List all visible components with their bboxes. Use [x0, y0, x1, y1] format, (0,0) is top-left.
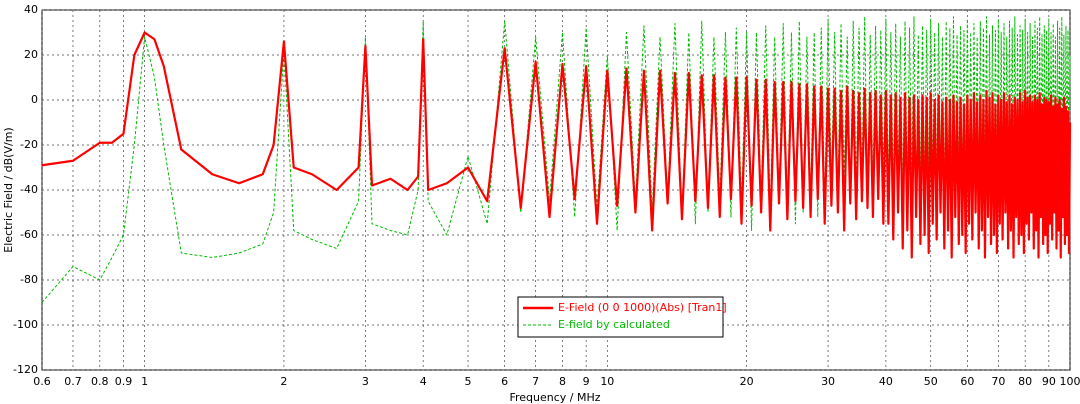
- x-tick-label: 50: [924, 375, 938, 388]
- legend-box: [517, 296, 724, 338]
- x-tick-label: 90: [1042, 375, 1056, 388]
- x-tick-label: 3: [362, 375, 369, 388]
- x-tick-label: 6: [501, 375, 508, 388]
- x-tick-label: 7: [532, 375, 539, 388]
- x-tick-label: 70: [991, 375, 1005, 388]
- x-tick-label: 40: [879, 375, 893, 388]
- x-tick-label: 0.8: [91, 375, 109, 388]
- y-tick-label: -60: [20, 228, 38, 241]
- x-tick-label: 5: [465, 375, 472, 388]
- y-tick-label: 20: [24, 48, 38, 61]
- legend-label: E-field by calculated: [558, 318, 670, 331]
- x-tick-label: 20: [740, 375, 754, 388]
- x-tick-label: 80: [1018, 375, 1032, 388]
- x-tick-label: 1: [141, 375, 148, 388]
- y-tick-label: -80: [20, 273, 38, 286]
- x-tick-label: 30: [821, 375, 835, 388]
- x-tick-label: 9: [583, 375, 590, 388]
- y-tick-label: 0: [31, 93, 38, 106]
- x-tick-label: 0.9: [115, 375, 133, 388]
- x-tick-label: 2: [280, 375, 287, 388]
- x-tick-label: 4: [420, 375, 427, 388]
- y-tick-label: -120: [13, 363, 38, 376]
- x-axis-label: Frequency / MHz: [509, 391, 600, 404]
- x-tick-label: 10: [600, 375, 614, 388]
- legend-label: E-Field (0 0 1000)(Abs) [Tran1]: [558, 301, 727, 314]
- y-axis-label: Electric Field / dB(V/m): [2, 127, 15, 252]
- x-tick-label: 60: [960, 375, 974, 388]
- y-tick-label: 40: [24, 3, 38, 16]
- x-tick-label: 8: [559, 375, 566, 388]
- x-tick-label: 0.6: [33, 375, 51, 388]
- y-tick-label: -20: [20, 138, 38, 151]
- y-tick-label: -100: [13, 318, 38, 331]
- x-tick-label: 100: [1060, 375, 1080, 388]
- y-tick-label: -40: [20, 183, 38, 196]
- x-tick-label: 0.7: [64, 375, 82, 388]
- series-line: [41, 31, 1072, 259]
